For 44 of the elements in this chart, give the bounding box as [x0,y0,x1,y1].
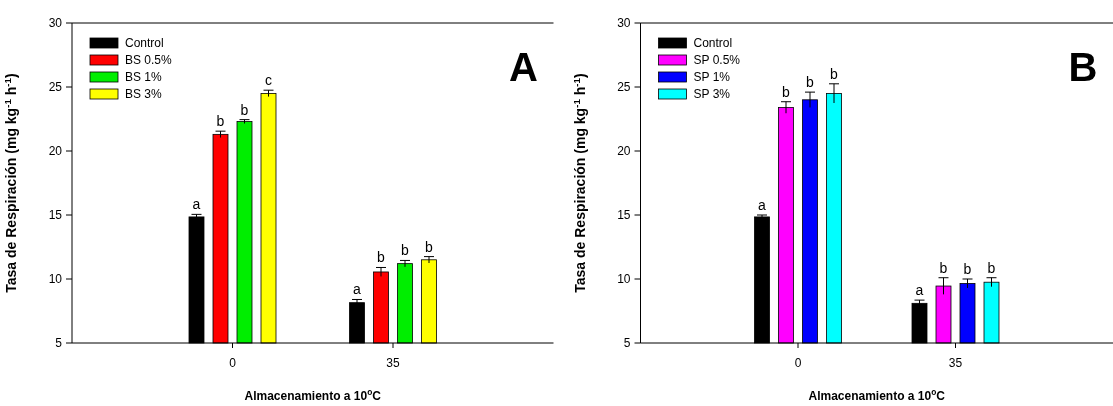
legend-label: Control [125,36,164,51]
annotation: b [401,242,410,259]
legend-label: BS 1% [125,70,163,85]
annotation: a [192,196,201,213]
annotation: b [806,74,815,91]
y-tick-label: 20 [617,144,631,159]
annotation: b [782,83,791,100]
annotation: b [939,259,948,276]
y-tick-label: 10 [617,272,631,287]
annotation: a [915,282,924,299]
legend-label: SP 0.5% [693,53,741,68]
annotation: b [216,113,225,130]
legend-label: SP 3% [693,87,731,102]
y-tick-label: 15 [617,208,631,223]
y-tick-label: 30 [48,16,63,31]
annotation: b [963,261,972,277]
legend-label: BS 3% [125,87,163,102]
y-tick-label: 5 [55,336,63,351]
annotation: a [758,197,767,213]
annotation: b [987,259,996,276]
annotation: b [240,101,249,118]
annotation: B [1068,45,1098,89]
y-tick-label: 30 [617,16,631,31]
x-tick-label: 0 [229,356,237,371]
x-axis-title: Almacenamiento a 10$^{o}$C [808,387,946,403]
x-tick-label: 35 [386,356,400,371]
x-tick-label: 35 [948,356,963,371]
annotation: b [830,65,839,82]
y-tick-label: 5 [623,336,631,351]
x-tick-label: 0 [794,356,802,371]
y-tick-label: 10 [48,272,63,287]
x-axis-title: Almacenamiento a 10$^{o}$C [244,387,382,403]
legend-label: BS 0.5% [125,53,173,68]
annotation: c [265,72,272,89]
y-tick-label: 20 [48,144,63,159]
legend-label: SP 1% [693,70,731,85]
annotation: a [353,281,362,298]
annotation: b [425,238,434,255]
annotation: A [509,45,538,89]
annotation: b [377,249,386,266]
legend-label: Control [693,36,733,51]
y-tick-label: 15 [48,208,63,223]
y-tick-label: 25 [617,80,631,95]
y-tick-label: 25 [48,80,63,95]
